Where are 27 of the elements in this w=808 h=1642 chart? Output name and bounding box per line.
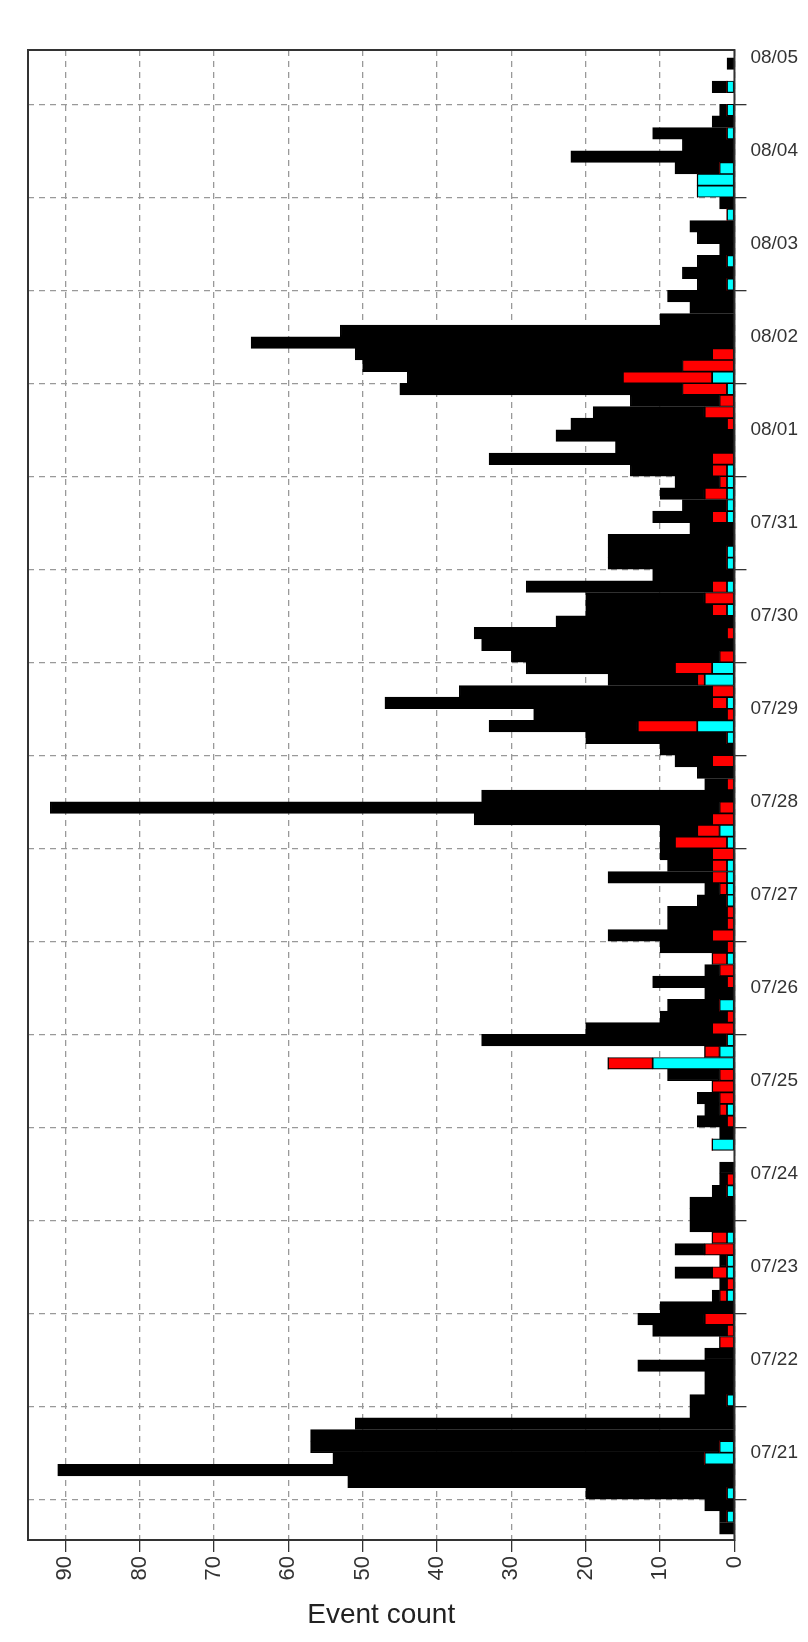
y-tick-label: 07/31 [750, 510, 798, 532]
x-tick-label: 20 [571, 1555, 597, 1581]
y-tick-label: 08/02 [750, 324, 798, 346]
x-tick-label: 70 [199, 1555, 225, 1581]
y-tick-label: 07/23 [750, 1254, 798, 1276]
x-tick-label: 10 [646, 1555, 672, 1581]
y-tick-label: 08/04 [750, 138, 799, 160]
x-tick-label: 40 [423, 1555, 449, 1581]
x-tick-label: 50 [348, 1555, 374, 1581]
x-tick-label: 0 [720, 1555, 746, 1569]
y-tick-label: 08/05 [750, 45, 798, 67]
y-tick-label: 07/27 [750, 882, 798, 904]
y-tick-label: 07/26 [750, 975, 798, 997]
y-tick-label: 07/28 [750, 789, 798, 811]
y-tick-label: 08/01 [750, 417, 798, 439]
x-tick-label: 80 [125, 1555, 151, 1581]
y-tick-label: 07/24 [750, 1161, 799, 1183]
y-tick-label: 08/03 [750, 231, 798, 253]
y-tick-label: 07/21 [750, 1440, 798, 1462]
x-tick-label: 30 [497, 1555, 523, 1581]
y-tick-label: 07/30 [750, 603, 798, 625]
y-tick-label: 07/25 [750, 1068, 798, 1090]
x-axis-title: Event count [307, 1597, 456, 1629]
y-tick-label: 07/22 [750, 1347, 798, 1369]
x-tick-label: 60 [274, 1555, 300, 1581]
x-tick-label: 90 [51, 1555, 77, 1581]
y-tick-label: 07/29 [750, 696, 798, 718]
